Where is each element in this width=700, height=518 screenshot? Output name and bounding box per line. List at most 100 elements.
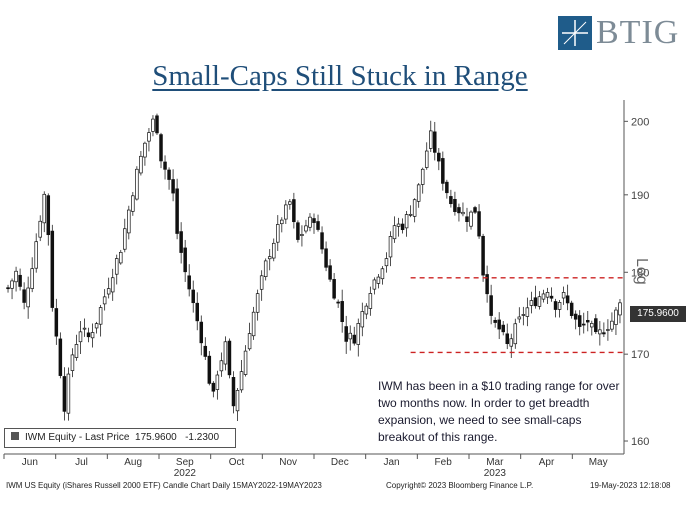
candle-body <box>316 221 320 230</box>
x-year-label: 2023 <box>484 468 507 479</box>
candle-body <box>98 307 103 325</box>
candle-body <box>429 130 433 149</box>
candle-body <box>392 225 397 240</box>
btig-logo: BTIG <box>558 14 686 51</box>
candle-body <box>223 341 228 365</box>
candle-body <box>62 376 67 412</box>
log-scale-label: Log <box>633 258 650 285</box>
candle-body <box>263 260 268 277</box>
candle-body <box>380 268 385 280</box>
candle-body <box>606 329 610 331</box>
candle-body <box>255 293 260 313</box>
y-tick-label: 160 <box>631 436 649 448</box>
candle-body <box>364 305 369 315</box>
logo-mark-icon <box>562 20 588 46</box>
footer-copyright: Copyright© 2023 Bloomberg Finance L.P. <box>386 481 534 490</box>
x-tick-label: Aug <box>124 457 142 468</box>
candle-body <box>384 258 389 267</box>
candle-body <box>533 297 538 307</box>
candle-body <box>400 223 405 231</box>
candle-body <box>239 371 244 391</box>
candle-body <box>324 248 328 268</box>
candle-body <box>602 332 606 335</box>
range-lines <box>410 277 624 354</box>
candle-body <box>340 301 344 322</box>
candle-body <box>159 134 163 162</box>
candle-body <box>577 315 582 327</box>
candle-body <box>549 295 554 299</box>
candle-body <box>151 118 155 132</box>
candle-body <box>131 195 135 212</box>
candle-body <box>541 293 546 300</box>
candle-body <box>155 115 159 134</box>
candle-body <box>610 320 614 330</box>
candle-body <box>521 314 526 316</box>
footer-source: IWM US Equity (iShares Russell 2000 ETF)… <box>6 481 322 490</box>
candle-body <box>123 228 127 250</box>
x-tick-label: Apr <box>539 457 555 468</box>
candle-body <box>143 142 147 158</box>
candle-body <box>581 323 586 326</box>
candle-body <box>18 274 22 287</box>
x-tick-label: May <box>589 457 608 468</box>
candle-body <box>163 161 167 170</box>
candle-body <box>70 354 75 371</box>
candle-body <box>501 324 505 333</box>
candle-body <box>42 193 47 224</box>
candle-body <box>517 316 522 320</box>
candle-body <box>175 188 179 234</box>
candle-body <box>598 329 602 335</box>
candle-body <box>102 296 107 305</box>
candle-body <box>469 211 473 227</box>
candle-body <box>412 199 417 217</box>
candle-body <box>179 231 183 253</box>
candle-body <box>38 220 42 238</box>
candle-body <box>320 232 324 250</box>
candle-body <box>537 296 542 307</box>
candle-body <box>445 181 449 194</box>
candle-body <box>78 331 83 343</box>
candle-body <box>243 350 248 375</box>
candle-body <box>54 308 59 337</box>
candle-body <box>437 152 441 162</box>
x-tick-label: Nov <box>279 457 297 468</box>
candle-body <box>509 338 514 347</box>
candle-body <box>481 235 485 276</box>
candle-body <box>336 301 340 304</box>
candle-body <box>66 373 71 414</box>
y-tick-label: 180 <box>631 267 649 279</box>
candle-body <box>267 256 272 260</box>
candle-body <box>86 332 91 338</box>
candle-body <box>195 302 199 322</box>
candle-body <box>525 307 530 317</box>
candle-body <box>219 360 224 372</box>
candle-body <box>420 168 425 185</box>
candle-body <box>251 311 256 337</box>
candle-body <box>477 211 481 237</box>
candle-body <box>368 293 373 309</box>
candle-body <box>90 332 95 339</box>
candle-body <box>247 333 252 350</box>
candle-body <box>276 224 280 243</box>
candle-body <box>10 280 14 289</box>
candle-body <box>461 211 465 215</box>
btig-logo-text: BTIG <box>596 14 680 51</box>
candle-body <box>561 292 566 299</box>
candle-body <box>618 302 622 316</box>
y-tick-label: 200 <box>631 116 649 128</box>
candle-body <box>553 301 558 310</box>
candle-body <box>569 302 574 316</box>
candle-body <box>344 326 348 342</box>
candle-body <box>473 207 477 213</box>
candle-body <box>271 242 276 259</box>
candle-body <box>114 258 119 275</box>
candle-body <box>30 268 34 289</box>
candle-body <box>300 234 304 236</box>
candle-body <box>6 287 10 290</box>
candle-body <box>106 288 111 295</box>
candle-body <box>465 216 469 223</box>
candle-body <box>207 355 212 384</box>
candle-body <box>376 276 381 284</box>
